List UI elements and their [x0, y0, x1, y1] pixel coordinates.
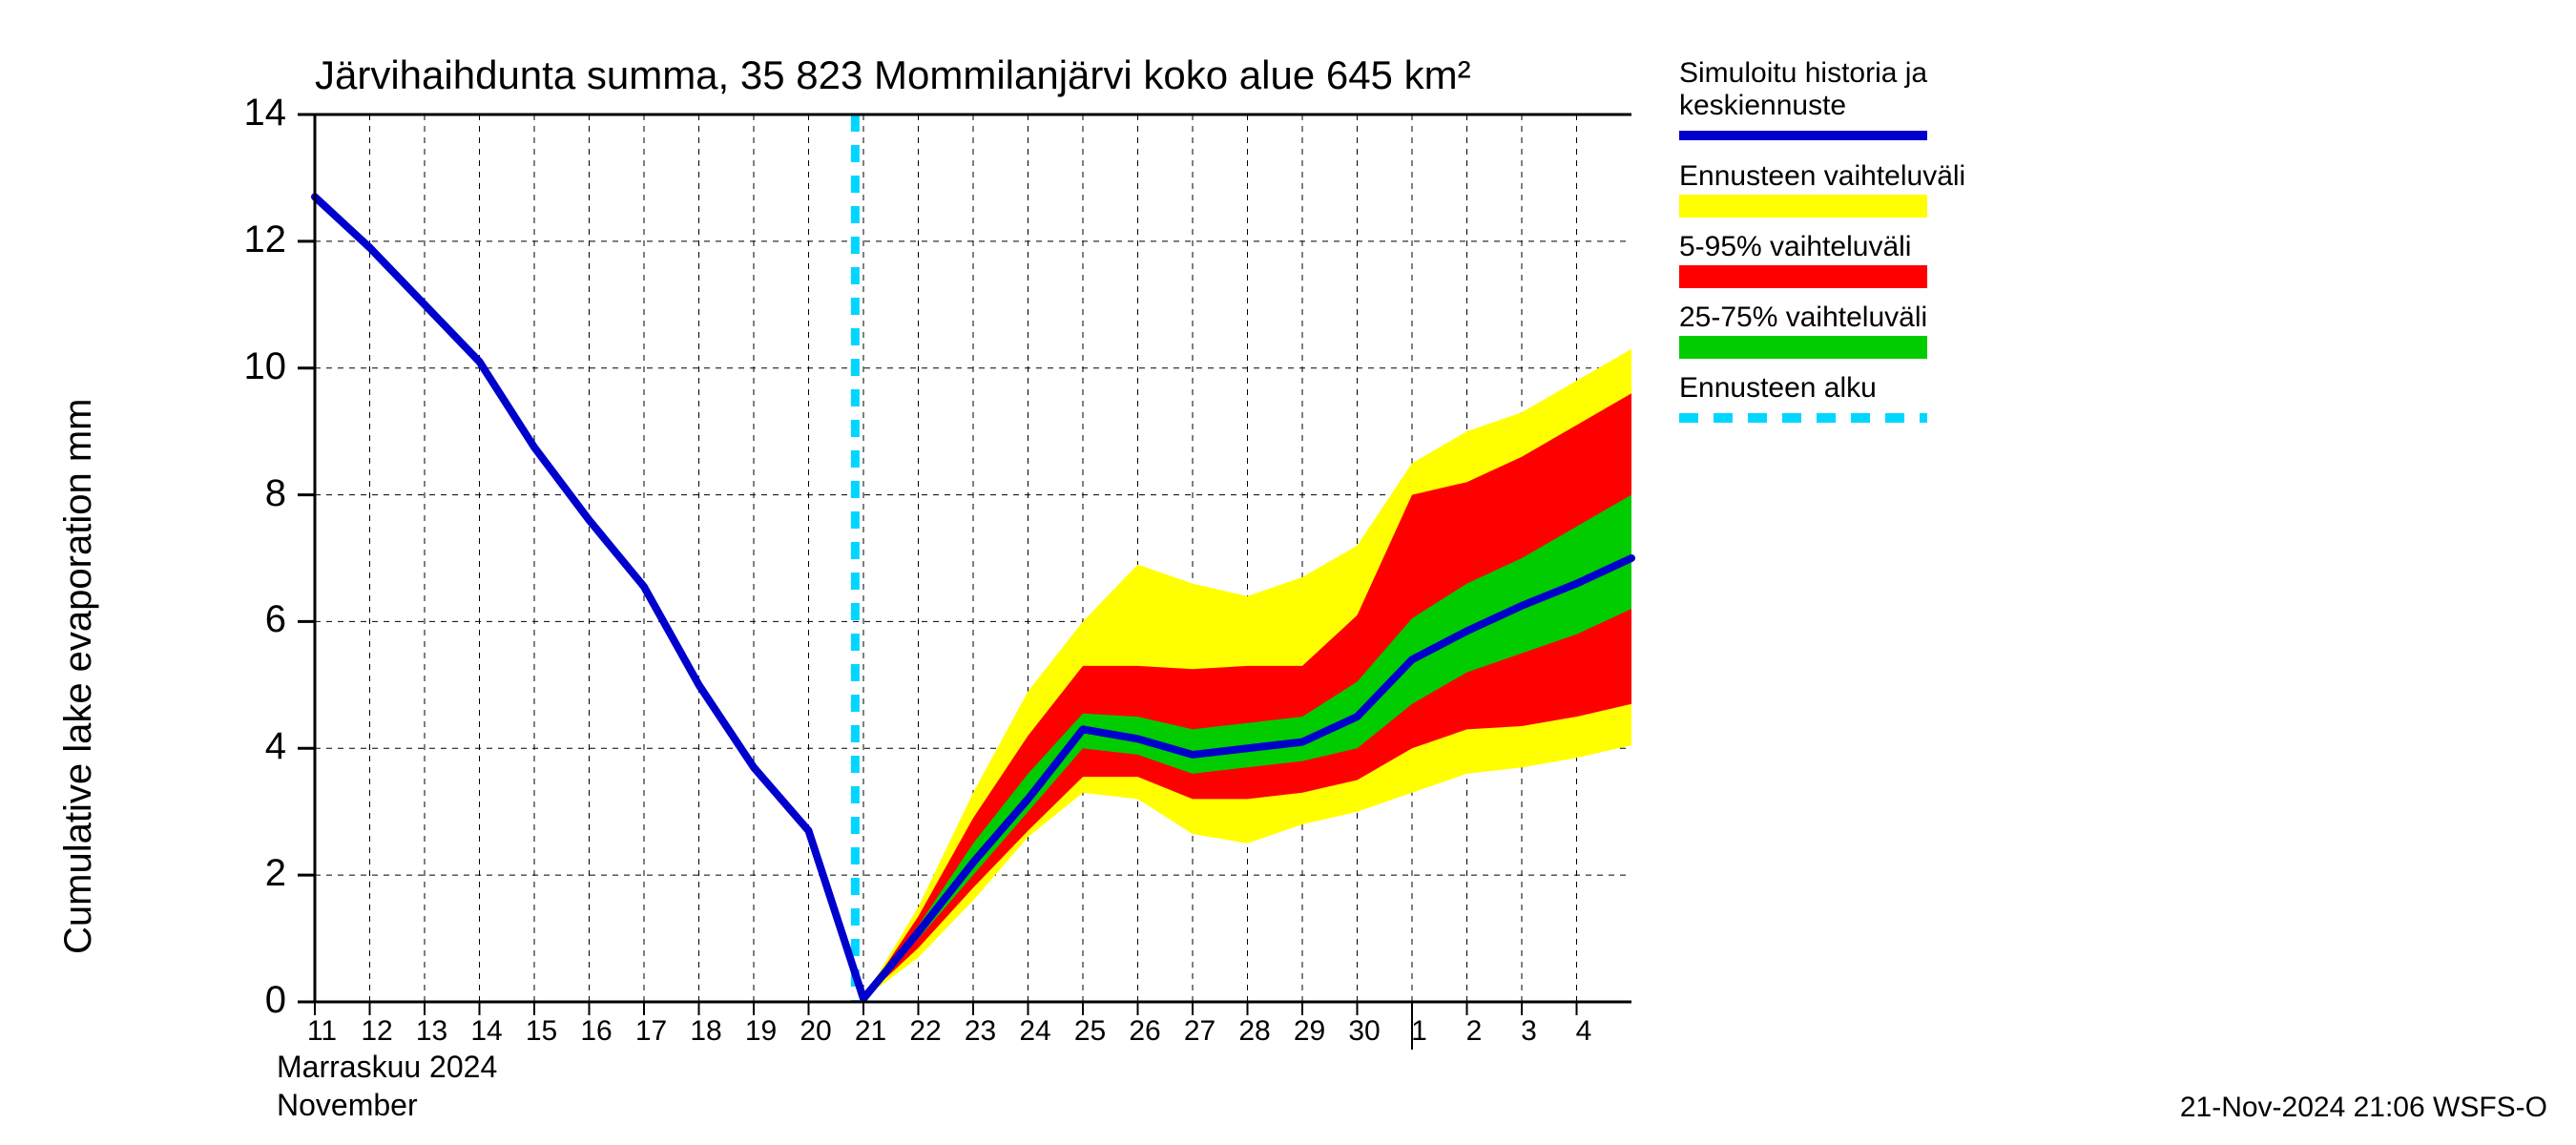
y-tick-label: 10	[0, 345, 286, 388]
x-tick-label: 1	[1393, 1015, 1445, 1048]
x-tick-label: 12	[351, 1015, 404, 1048]
x-tick-label: 30	[1339, 1015, 1391, 1048]
x-tick-label: 29	[1283, 1015, 1336, 1048]
y-tick-label: 2	[0, 852, 286, 895]
x-tick-label: 3	[1503, 1015, 1555, 1048]
y-tick-label: 14	[0, 92, 286, 135]
legend-label: keskiennuste	[1679, 90, 1846, 122]
chart-footer: 21-Nov-2024 21:06 WSFS-O	[2180, 1092, 2547, 1124]
x-tick-label: 11	[296, 1015, 348, 1048]
legend-label: Simuloitu historia ja	[1679, 57, 1927, 90]
y-tick-label: 12	[0, 219, 286, 261]
legend-swatch	[1679, 265, 1927, 292]
y-tick-label: 4	[0, 725, 286, 768]
legend-label: Ennusteen alku	[1679, 372, 1877, 405]
chart-title: Järvihaihdunta summa, 35 823 Mommilanjär…	[315, 52, 1471, 98]
x-tick-label: 22	[900, 1015, 952, 1048]
legend-swatch	[1679, 406, 1927, 433]
x-tick-label: 25	[1064, 1015, 1116, 1048]
x-tick-label: 19	[735, 1015, 787, 1048]
x-tick-label: 14	[461, 1015, 513, 1048]
y-tick-label: 8	[0, 472, 286, 515]
y-tick-label: 0	[0, 979, 286, 1022]
x-tick-label: 2	[1448, 1015, 1501, 1048]
y-tick-label: 6	[0, 598, 286, 641]
x-sublabel-month-fi: Marraskuu 2024	[277, 1050, 497, 1085]
x-tick-label: 21	[844, 1015, 897, 1048]
x-tick-label: 20	[790, 1015, 842, 1048]
x-tick-label: 16	[571, 1015, 623, 1048]
legend-label: 5-95% vaihteluväli	[1679, 231, 1911, 263]
x-tick-label: 26	[1119, 1015, 1172, 1048]
x-tick-label: 23	[954, 1015, 1007, 1048]
x-tick-label: 18	[680, 1015, 733, 1048]
x-sublabel-month-en: November	[277, 1088, 418, 1123]
x-tick-label: 4	[1558, 1015, 1610, 1048]
legend-swatch	[1679, 195, 1927, 221]
x-tick-label: 13	[405, 1015, 458, 1048]
chart-container: Järvihaihdunta summa, 35 823 Mommilanjär…	[0, 0, 2576, 1145]
chart-svg	[0, 0, 2576, 1145]
x-tick-label: 27	[1174, 1015, 1226, 1048]
legend-swatch	[1679, 336, 1927, 363]
x-tick-label: 17	[625, 1015, 677, 1048]
legend-label: Ennusteen vaihteluväli	[1679, 160, 1965, 193]
legend-label: 25-75% vaihteluväli	[1679, 302, 1927, 334]
x-tick-label: 15	[515, 1015, 568, 1048]
x-tick-label: 28	[1229, 1015, 1281, 1048]
legend-swatch	[1679, 124, 1927, 151]
x-tick-label: 24	[1009, 1015, 1062, 1048]
